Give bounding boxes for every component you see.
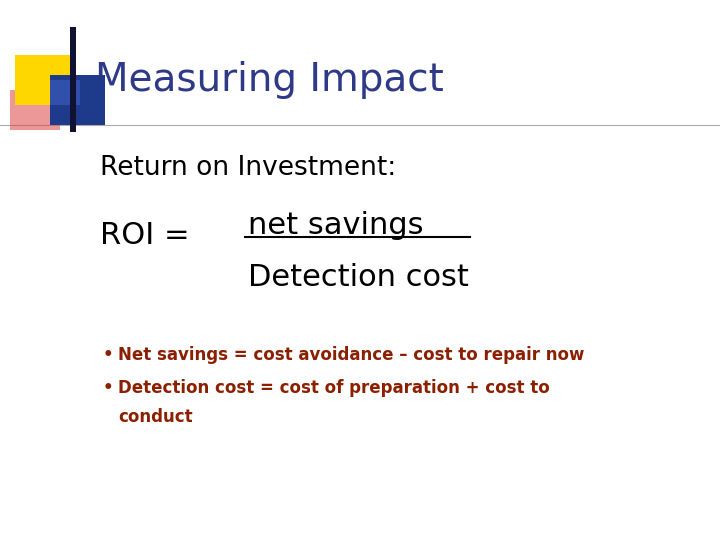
- Text: ROI =: ROI =: [100, 220, 189, 249]
- Bar: [10, 90, 60, 130]
- Text: Detection cost: Detection cost: [248, 262, 469, 292]
- Text: Net savings = cost avoidance – cost to repair now: Net savings = cost avoidance – cost to r…: [118, 346, 585, 364]
- Text: •: •: [103, 346, 114, 364]
- Bar: [15, 55, 70, 105]
- Bar: [50, 75, 105, 125]
- Bar: [50, 80, 80, 105]
- Text: net savings: net savings: [248, 211, 423, 240]
- Text: Detection cost = cost of preparation + cost to: Detection cost = cost of preparation + c…: [118, 379, 550, 397]
- Text: conduct: conduct: [118, 408, 193, 426]
- Text: •: •: [103, 379, 114, 397]
- Text: Return on Investment:: Return on Investment:: [100, 155, 396, 181]
- Bar: [70, 27, 76, 132]
- Text: Measuring Impact: Measuring Impact: [95, 61, 444, 99]
